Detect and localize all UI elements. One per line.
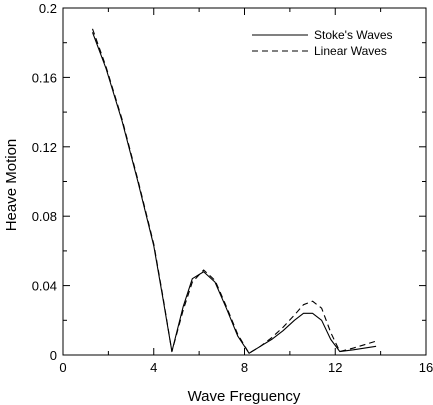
y-tick-label: 0 [50, 348, 57, 363]
x-tick-label: 4 [150, 360, 157, 375]
y-tick-label: 0.12 [32, 140, 57, 155]
x-axis-ticks: 0 4 8 12 16 [59, 8, 433, 375]
x-tick-label: 8 [241, 360, 248, 375]
series-layer [91, 28, 377, 354]
legend-label-stokes: Stoke's Waves [314, 28, 393, 42]
series-line-stokes-waves [91, 32, 377, 354]
y-tick-label: 0.04 [32, 279, 57, 294]
y-tick-label: 0.16 [32, 70, 57, 85]
legend-label-linear: Linear Waves [314, 44, 387, 58]
legend: Stoke's Waves Linear Waves [252, 28, 393, 58]
y-tick-label: 0.2 [39, 1, 57, 16]
series-line-linear-waves [91, 28, 377, 354]
x-axis-label: Wave Freguency [188, 388, 301, 405]
plot-border [62, 7, 427, 356]
x-tick-label: 0 [59, 360, 66, 375]
y-tick-label: 0.08 [32, 209, 57, 224]
plot-frame [62, 7, 427, 356]
x-tick-label: 16 [419, 360, 433, 375]
x-tick-label: 12 [328, 360, 342, 375]
y-axis-ticks: 0 0.04 0.08 0.12 0.16 0.2 [32, 1, 426, 363]
y-axis-label: Heave Motion [3, 139, 20, 232]
